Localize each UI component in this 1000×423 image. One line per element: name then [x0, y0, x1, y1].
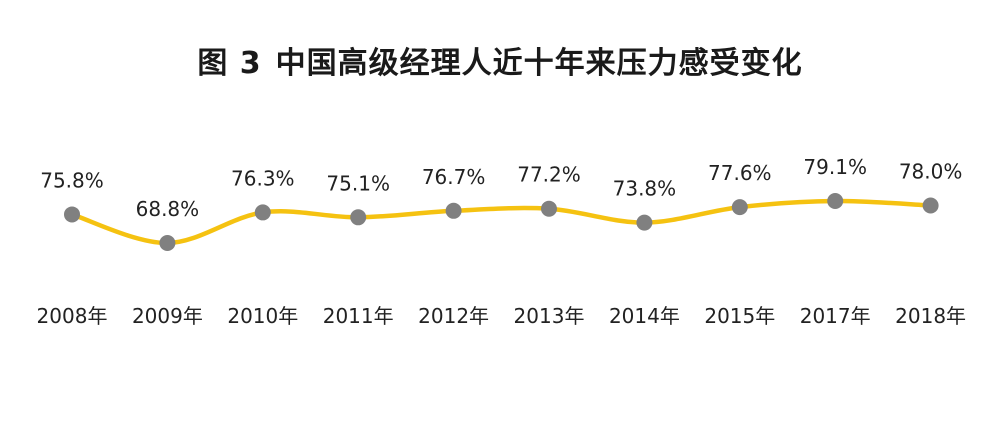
x-tick-label: 2012年 — [418, 304, 489, 328]
figure-label: 图 3 — [197, 46, 262, 81]
x-tick-label: 2014年 — [609, 304, 680, 328]
title-text: 中国高级经理人近十年来压力感受变化 — [275, 46, 803, 81]
data-point — [445, 202, 462, 219]
data-point — [350, 209, 367, 226]
data-label: 77.6% — [708, 161, 772, 185]
x-tick-label: 2017年 — [800, 304, 871, 328]
x-tick-label: 2013年 — [514, 304, 585, 328]
x-axis-ticks: 2008年 2009年 2010年 2011年 2012年 2013年 2014年 2015年… — [37, 304, 967, 328]
data-label: 76.3% — [231, 166, 295, 190]
x-tick-label: 2018年 — [895, 304, 966, 328]
data-point — [827, 193, 844, 209]
x-tick-label: 2010年 — [227, 304, 298, 328]
data-point — [731, 199, 748, 216]
series-line-layer — [69, 198, 933, 246]
data-point — [541, 200, 557, 217]
x-tick-label: 2011年 — [323, 304, 394, 328]
data-label: 75.8% — [40, 168, 104, 192]
x-tick-label: 2015年 — [704, 304, 775, 328]
data-point — [922, 197, 939, 214]
data-point — [64, 206, 80, 223]
data-label: 78.0% — [899, 159, 963, 183]
data-label: 76.7% — [422, 165, 486, 189]
data-label: 75.1% — [326, 171, 390, 195]
data-point — [254, 204, 271, 221]
data-point — [636, 214, 653, 231]
data-label: 79.1% — [803, 155, 867, 179]
data-label: 73.8% — [613, 177, 677, 201]
data-label: 68.8% — [136, 197, 200, 221]
chart-title: 图 3 中国高级经理人近十年来压力感受变化 — [0, 38, 1000, 82]
series-line — [69, 198, 933, 246]
x-tick-label: 2008年 — [37, 304, 108, 328]
data-label-layer: 75.8% 68.8% 76.3% 75.1% 76.7% 77.2% 73.8% 77.6%… — [40, 155, 962, 221]
x-tick-label: 2009年 — [132, 304, 203, 328]
data-label: 77.2% — [517, 163, 581, 187]
marker-layer — [64, 193, 939, 251]
data-point — [159, 235, 176, 251]
